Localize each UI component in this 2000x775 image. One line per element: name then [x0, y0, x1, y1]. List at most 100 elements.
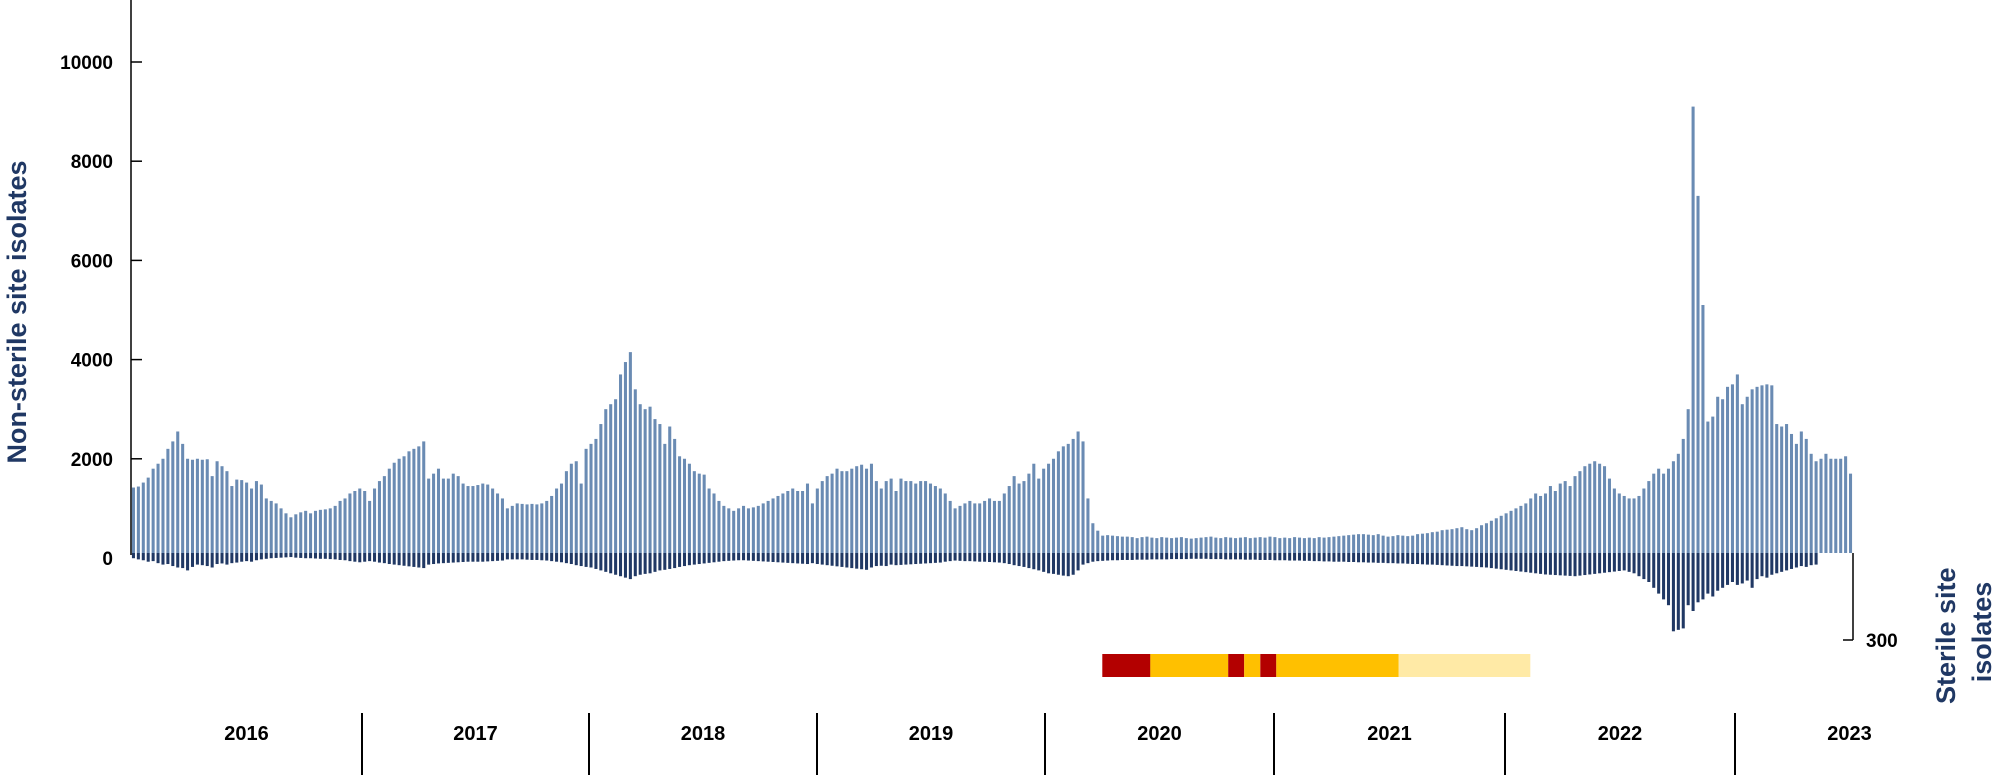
y-axis-title-bottom-line-1: Sterile site	[1931, 567, 1961, 704]
sterile-bar	[1165, 553, 1169, 560]
non-sterile-bar	[1543, 493, 1548, 553]
sterile-bar	[1155, 553, 1159, 560]
sterile-bar	[373, 553, 377, 562]
sterile-bar	[697, 553, 701, 565]
sterile-bar	[1007, 553, 1011, 565]
non-sterile-bar	[973, 503, 977, 553]
non-sterile-bar	[545, 500, 549, 553]
year-label-2021: 2021	[1367, 723, 1412, 745]
non-sterile-bar	[820, 481, 824, 553]
sterile-bar	[737, 553, 741, 561]
non-sterile-bar	[569, 463, 573, 553]
non-sterile-bar	[436, 468, 441, 553]
sterile-bar	[151, 553, 155, 562]
sterile-bar	[1499, 553, 1503, 570]
non-sterile-bar	[1617, 493, 1621, 553]
y-tick-label: 10000	[60, 53, 113, 74]
sterile-bar	[958, 553, 962, 561]
non-sterile-bar	[1165, 537, 1169, 553]
sterile-bar	[1248, 553, 1252, 560]
sterile-bar	[348, 553, 352, 562]
sterile-bar	[1563, 553, 1567, 576]
timeline-segment	[1244, 654, 1261, 677]
non-sterile-bar	[353, 491, 357, 553]
non-sterile-bar	[594, 438, 598, 553]
sterile-bar	[1573, 553, 1577, 577]
sterile-bar	[658, 553, 662, 571]
non-sterile-bar	[1480, 525, 1484, 553]
sterile-bar	[466, 553, 470, 562]
non-sterile-bar	[299, 512, 303, 553]
sterile-bar	[131, 553, 135, 559]
non-sterile-bar	[1770, 385, 1774, 553]
sterile-bar	[481, 553, 485, 562]
non-sterile-bar	[943, 493, 947, 553]
non-sterile-bar	[1081, 441, 1085, 553]
non-sterile-bar	[692, 471, 696, 553]
sterile-bar	[358, 553, 362, 563]
non-sterile-bar	[746, 508, 750, 553]
non-sterile-bar	[1519, 505, 1523, 553]
sterile-bar	[1396, 553, 1400, 564]
non-sterile-bar	[407, 451, 411, 553]
sterile-bar	[1470, 553, 1474, 567]
non-sterile-bar	[1691, 106, 1695, 553]
non-sterile-bar	[1799, 431, 1803, 553]
non-sterile-bar	[1607, 478, 1611, 553]
sterile-bar	[899, 553, 903, 565]
sterile-bar	[1051, 553, 1056, 574]
sterile-bar	[1371, 553, 1375, 563]
sterile-bar	[525, 553, 529, 560]
non-sterile-bar	[535, 504, 539, 553]
sterile-bar	[1711, 553, 1715, 597]
non-sterile-bar	[1425, 533, 1429, 553]
non-sterile-bar	[1219, 538, 1223, 553]
non-sterile-bar	[1849, 473, 1853, 553]
sterile-bar	[1076, 553, 1080, 571]
non-sterile-bar	[1101, 535, 1105, 553]
sterile-bar	[909, 553, 913, 565]
non-sterile-bar	[963, 503, 967, 553]
sterile-bar	[865, 553, 869, 570]
sterile-bar	[1283, 553, 1287, 561]
sterile-bar	[1529, 553, 1533, 573]
timeline-segment	[1398, 654, 1531, 677]
non-sterile-bar	[1750, 389, 1754, 553]
sterile-bar	[1642, 553, 1646, 580]
non-sterile-bar	[1204, 537, 1208, 553]
non-sterile-bar	[1671, 461, 1675, 553]
sterile-bar	[702, 553, 706, 564]
sterile-bar	[555, 553, 559, 562]
sterile-bar	[1150, 553, 1154, 560]
non-sterile-bar	[432, 473, 436, 553]
sterile-bar	[1745, 553, 1749, 581]
non-sterile-bar	[1160, 537, 1164, 553]
non-sterile-bar	[1297, 537, 1302, 553]
sterile-bar	[1755, 553, 1759, 580]
sterile-bar	[1440, 553, 1444, 566]
sterile-bar	[776, 553, 780, 563]
sterile-bar	[766, 553, 770, 562]
non-sterile-bar	[1568, 486, 1572, 553]
sterile-bar	[436, 553, 441, 564]
non-sterile-bar	[456, 476, 460, 553]
non-sterile-bar	[1558, 483, 1562, 553]
sterile-bar	[1632, 553, 1636, 574]
sterile-bar	[771, 553, 775, 562]
non-sterile-bar	[668, 426, 672, 553]
sterile-bar	[1337, 553, 1341, 562]
non-sterile-bar	[1450, 529, 1454, 553]
sterile-bar	[1293, 553, 1297, 561]
non-sterile-bar	[687, 463, 691, 553]
non-sterile-bar	[1430, 532, 1434, 553]
non-sterile-bar	[373, 488, 377, 553]
sterile-bar	[850, 553, 854, 569]
sterile-bar	[1662, 553, 1666, 600]
sterile-bar	[727, 553, 731, 561]
sterile-bar	[1785, 553, 1789, 571]
sterile-bar	[1652, 553, 1656, 588]
sterile-bar	[535, 553, 539, 560]
sterile-bar	[141, 553, 145, 561]
sterile-bar	[1534, 553, 1538, 574]
sterile-bar	[1416, 553, 1420, 565]
